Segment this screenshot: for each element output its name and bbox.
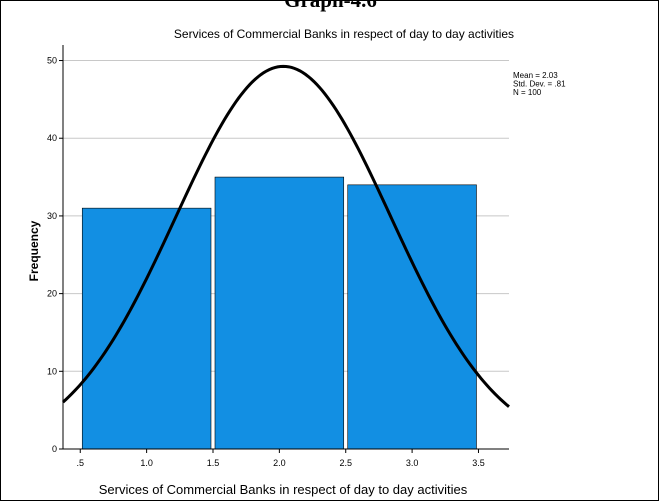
statistic-line: N = 100 xyxy=(513,88,542,97)
histogram-bar xyxy=(347,184,477,450)
y-tick-label: 30 xyxy=(47,211,57,221)
x-tick-labels: .5 1.0 1.5 2.0 2.5 3.0 3.5 xyxy=(76,449,485,468)
x-tick-label: 2.0 xyxy=(273,458,286,468)
x-tick-label: 1.5 xyxy=(207,458,220,468)
chart-title: Services of Commercial Banks in respect … xyxy=(174,27,514,41)
y-tick-label: 50 xyxy=(47,56,57,66)
x-tick-label: 2.5 xyxy=(339,458,352,468)
y-axis-label: Frequency xyxy=(27,220,41,281)
y-tick-label: 40 xyxy=(47,133,57,143)
normal-curve xyxy=(61,64,510,408)
statistic-line: Mean = 2.03 xyxy=(513,71,558,80)
x-tick-label: 3.0 xyxy=(406,458,419,468)
statistic-line: Std. Dev. = .81 xyxy=(513,80,566,89)
histogram-bars xyxy=(81,176,477,450)
y-tick-labels: 0 10 20 30 40 50 xyxy=(47,56,63,454)
histogram-bar xyxy=(214,176,345,450)
x-axis-label: Services of Commercial Banks in respect … xyxy=(99,482,468,497)
histogram-bar xyxy=(81,207,212,450)
x-tick-label: .5 xyxy=(76,458,84,468)
graph-heading: Graph-4.6 xyxy=(284,0,377,12)
x-tick-label: 1.0 xyxy=(140,458,153,468)
y-tick-label: 20 xyxy=(47,289,57,299)
y-tick-label: 0 xyxy=(52,444,57,454)
x-tick-label: 3.5 xyxy=(472,458,485,468)
y-tick-label: 10 xyxy=(47,366,57,376)
